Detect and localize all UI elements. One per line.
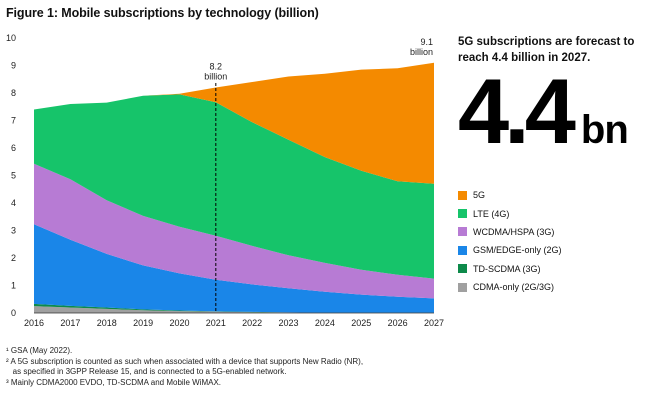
area-td-scdma-3g	[34, 303, 434, 313]
x-tick-label: 2025	[351, 318, 371, 328]
legend-item: CDMA-only (2G/3G)	[458, 278, 562, 296]
legend-label: WCDMA/HSPA (3G)	[473, 226, 555, 237]
legend-item: GSM/EDGE-only (2G)	[458, 241, 562, 259]
y-tick-label: 9	[11, 61, 16, 71]
legend-swatch	[458, 245, 467, 255]
annotation-label-2027: billion	[410, 47, 433, 57]
x-tick-label: 2023	[279, 318, 299, 328]
figure-title: Figure 1: Mobile subscriptions by techno…	[6, 6, 319, 20]
chart-legend: 5G LTE (4G) WCDMA/HSPA (3G) GSM/EDGE-only (…	[458, 186, 562, 296]
big-number: 4.4 bn	[458, 61, 629, 163]
area-wcdma-hspa-3g	[34, 163, 434, 299]
legend-label: TD-SCDMA (3G)	[473, 263, 541, 274]
footnote-4: ³ Mainly CDMA2000 EVDO, TD-SCDMA and Mob…	[6, 377, 222, 387]
y-tick-label: 4	[11, 198, 16, 208]
y-tick-label: 0	[11, 308, 16, 318]
area-cdma-only-2g-3g	[34, 306, 434, 313]
area-5g	[34, 62, 434, 184]
footnote-2: ² A 5G subscription is counted as such w…	[6, 356, 364, 366]
legend-item: LTE (4G)	[458, 204, 562, 222]
legend-label: LTE (4G)	[473, 208, 510, 219]
y-tick-label: 3	[11, 226, 16, 236]
area-gsm-edge-only-2g	[34, 224, 434, 313]
legend-swatch	[458, 282, 467, 292]
annotation-value-2021: 8.2	[210, 62, 223, 72]
stacked-area-chart: 0 1 2 3 4 5 6 7 8 9 10 2016 2017 2018 2019 2020 2021 2022…	[6, 33, 444, 328]
y-tick-label: 6	[11, 143, 16, 153]
x-tick-label: 2024	[315, 318, 335, 328]
big-number-value: 4.4	[458, 61, 576, 163]
footnote-3: as specified in 3GPP Release 15, and is …	[6, 367, 287, 376]
legend-swatch	[458, 227, 467, 237]
x-tick-label: 2027	[424, 318, 444, 328]
footnote-1: ¹ GSA (May 2022).	[6, 346, 73, 355]
y-tick-label: 1	[11, 281, 16, 291]
x-tick-label: 2019	[133, 318, 153, 328]
legend-label: GSM/EDGE-only (2G)	[473, 245, 562, 256]
y-tick-label: 7	[11, 116, 16, 126]
x-tick-label: 2026	[388, 318, 408, 328]
legend-swatch	[458, 190, 467, 200]
legend-swatch	[458, 209, 467, 219]
area-lte-4g	[34, 94, 434, 279]
x-tick-label: 2020	[169, 318, 189, 328]
legend-item: TD-SCDMA (3G)	[458, 260, 562, 278]
legend-item: WCDMA/HSPA (3G)	[458, 223, 562, 241]
legend-label: 5G	[473, 190, 486, 201]
x-tick-label: 2022	[242, 318, 262, 328]
x-tick-label: 2016	[24, 318, 44, 328]
x-tick-label: 2017	[60, 318, 80, 328]
y-tick-label: 2	[11, 253, 16, 263]
annotation-label-2021: billion	[204, 72, 227, 82]
y-tick-label: 10	[6, 33, 16, 43]
x-tick-label: 2018	[97, 318, 117, 328]
x-tick-label: 2021	[206, 318, 226, 328]
footnotes: ¹ GSA (May 2022). ² A 5G subscription is …	[6, 346, 363, 388]
callout-text: 5G subscriptions are forecast to reach 4…	[458, 36, 635, 64]
legend-label: CDMA-only (2G/3G)	[473, 282, 555, 293]
big-number-unit: bn	[580, 108, 629, 152]
annotation-value-2027: 9.1	[420, 37, 433, 47]
legend-swatch	[458, 264, 467, 274]
y-tick-label: 8	[11, 88, 16, 98]
legend-item: 5G	[458, 186, 562, 204]
y-tick-label: 5	[11, 171, 16, 181]
